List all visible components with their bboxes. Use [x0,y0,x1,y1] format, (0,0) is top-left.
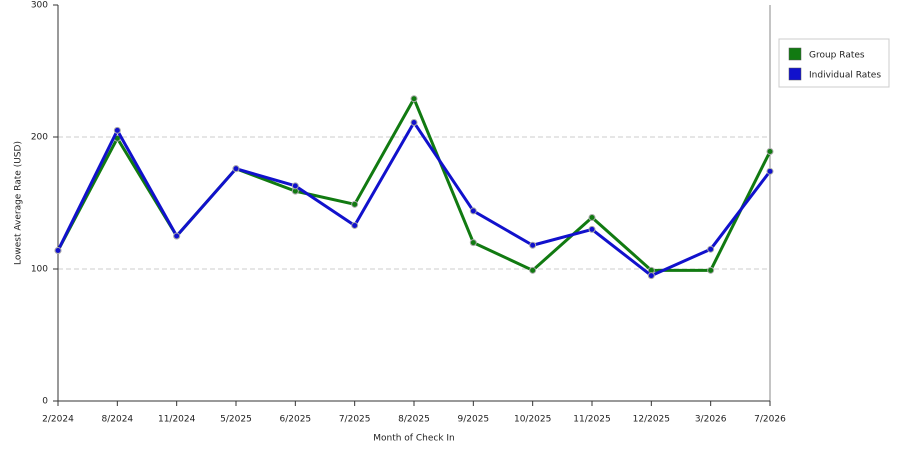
x-tick-label: 12/2025 [633,415,670,425]
x-tick-label: 8/2024 [101,415,133,425]
data-point [351,221,359,229]
data-point [766,148,774,156]
y-tick-label: 300 [31,1,48,11]
data-point [529,241,537,249]
x-tick-label: 7/2025 [339,415,371,425]
data-point [113,126,121,134]
data-point [291,182,299,190]
legend-label: Individual Rates [809,71,881,81]
x-tick-label: 5/2025 [220,415,252,425]
data-point [410,95,418,103]
data-point [173,232,181,240]
y-axis-label: Lowest Average Rate (USD) [14,141,24,265]
x-tick-label: 10/2025 [514,415,551,425]
data-point [469,239,477,247]
data-point [588,214,596,222]
data-point [707,245,715,253]
x-tick-label: 6/2025 [279,415,311,425]
x-tick-label: 11/2025 [573,415,610,425]
data-point [351,200,359,208]
data-point [469,207,477,215]
y-tick-label: 0 [42,397,48,407]
series-line [56,120,772,278]
data-point [54,247,62,255]
y-tick-label: 200 [31,133,48,143]
data-point [588,225,596,233]
data-point [232,165,240,173]
x-tick-label: 3/2026 [695,415,727,425]
x-axis-label: Month of Check In [373,434,455,444]
x-tick-label: 7/2026 [754,415,786,425]
legend-swatch [788,47,802,61]
data-point [647,272,655,280]
legend-label: Group Rates [809,51,865,61]
y-tick-label: 100 [31,265,48,275]
data-point [529,266,537,274]
x-tick-label: 11/2024 [158,415,196,425]
x-tick-label: 8/2025 [398,415,430,425]
x-tick-label: 2/2024 [42,415,74,425]
data-point [707,266,715,274]
data-point [410,118,418,126]
x-tick-label: 9/2025 [457,415,489,425]
data-point [766,167,774,175]
legend-swatch [788,67,802,81]
